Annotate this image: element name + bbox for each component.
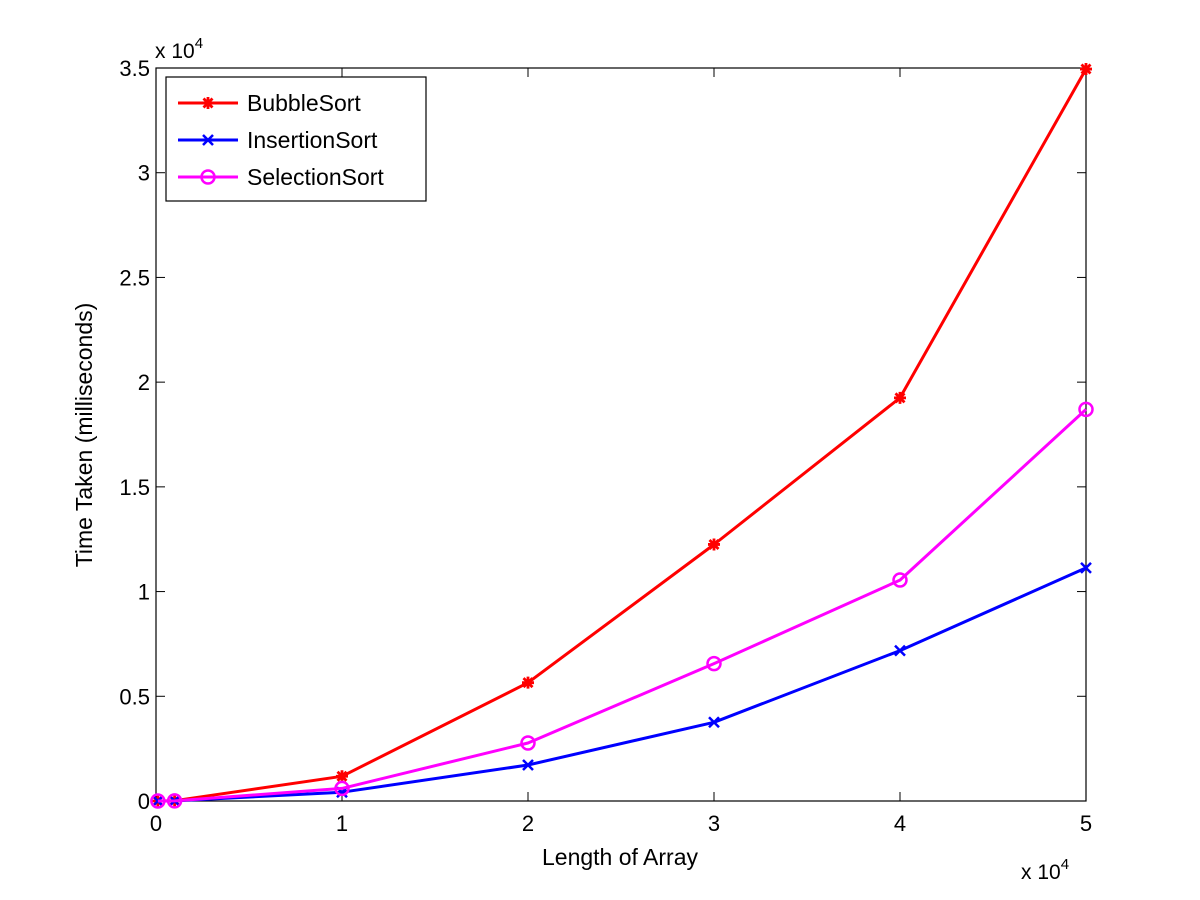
data-point-selectionsort [520,735,536,751]
x-multiplier-base: x 10 [1021,861,1061,884]
legend-marker-insertionsort [202,134,214,146]
y-axis: 0 0.5 1 1.5 2 2.5 3 3.5 [119,56,1086,814]
legend-marker-bubblesort [202,97,214,109]
data-point-insertionsort [894,644,906,657]
legend-marker-selectionsort [200,169,216,185]
series-layer [150,63,1094,809]
y-tick-label: 1.5 [119,475,150,500]
y-axis-title: Time Taken (milliseconds) [71,303,97,568]
y-tick-label: 1 [138,580,150,605]
data-point-bubblesort [1080,63,1092,76]
data-point-bubblesort [894,391,906,404]
x-multiplier-exponent: 4 [1061,856,1069,873]
data-point-insertionsort [708,716,720,729]
x-axis-multiplier: x 104 [1021,856,1069,884]
data-point-selectionsort [150,793,166,809]
y-tick-label: 3.5 [119,56,150,81]
x-tick-label: 2 [522,811,534,836]
data-point-bubblesort [336,770,348,783]
legend-entry-bubblesort: BubbleSort [178,90,361,116]
x-tick-label: 3 [708,811,720,836]
data-point-selectionsort [334,780,350,797]
x-tick-label: 4 [894,811,906,836]
x-axis-title: Length of Array [542,844,698,870]
data-point-selectionsort [1078,401,1094,418]
y-axis-multiplier: x 104 [155,35,203,63]
y-tick-label: 0.5 [119,684,150,709]
data-point-bubblesort [522,676,534,689]
series-line-selectionsort [157,408,1088,803]
y-tick-label: 2.5 [119,265,150,290]
y-tick-label: 0 [138,789,150,814]
y-tick-label: 3 [138,161,150,186]
x-tick-label: 0 [150,811,162,836]
data-point-insertionsort [1080,562,1092,574]
legend-label-selectionsort: SelectionSort [247,164,384,190]
data-point-bubblesort [708,538,720,551]
x-tick-label: 5 [1080,811,1092,836]
data-point-insertionsort [151,795,164,807]
data-point-selectionsort [892,572,908,588]
legend-entry-insertionsort: InsertionSort [178,127,378,153]
y-multiplier-exponent: 4 [195,35,203,52]
data-point-selectionsort [706,655,722,672]
legend-label-bubblesort: BubbleSort [247,90,361,116]
legend-label-insertionsort: InsertionSort [247,127,378,153]
data-point-insertionsort [522,759,534,771]
data-point-selectionsort [166,793,183,809]
x-tick-label: 1 [336,811,348,836]
legend: BubbleSort InsertionSort SelectionSort [165,76,427,202]
x-axis: 0 1 2 3 4 5 [150,68,1092,836]
y-tick-label: 2 [138,370,150,395]
legend-entry-selectionsort: SelectionSort [178,164,384,190]
y-multiplier-base: x 10 [155,40,195,63]
